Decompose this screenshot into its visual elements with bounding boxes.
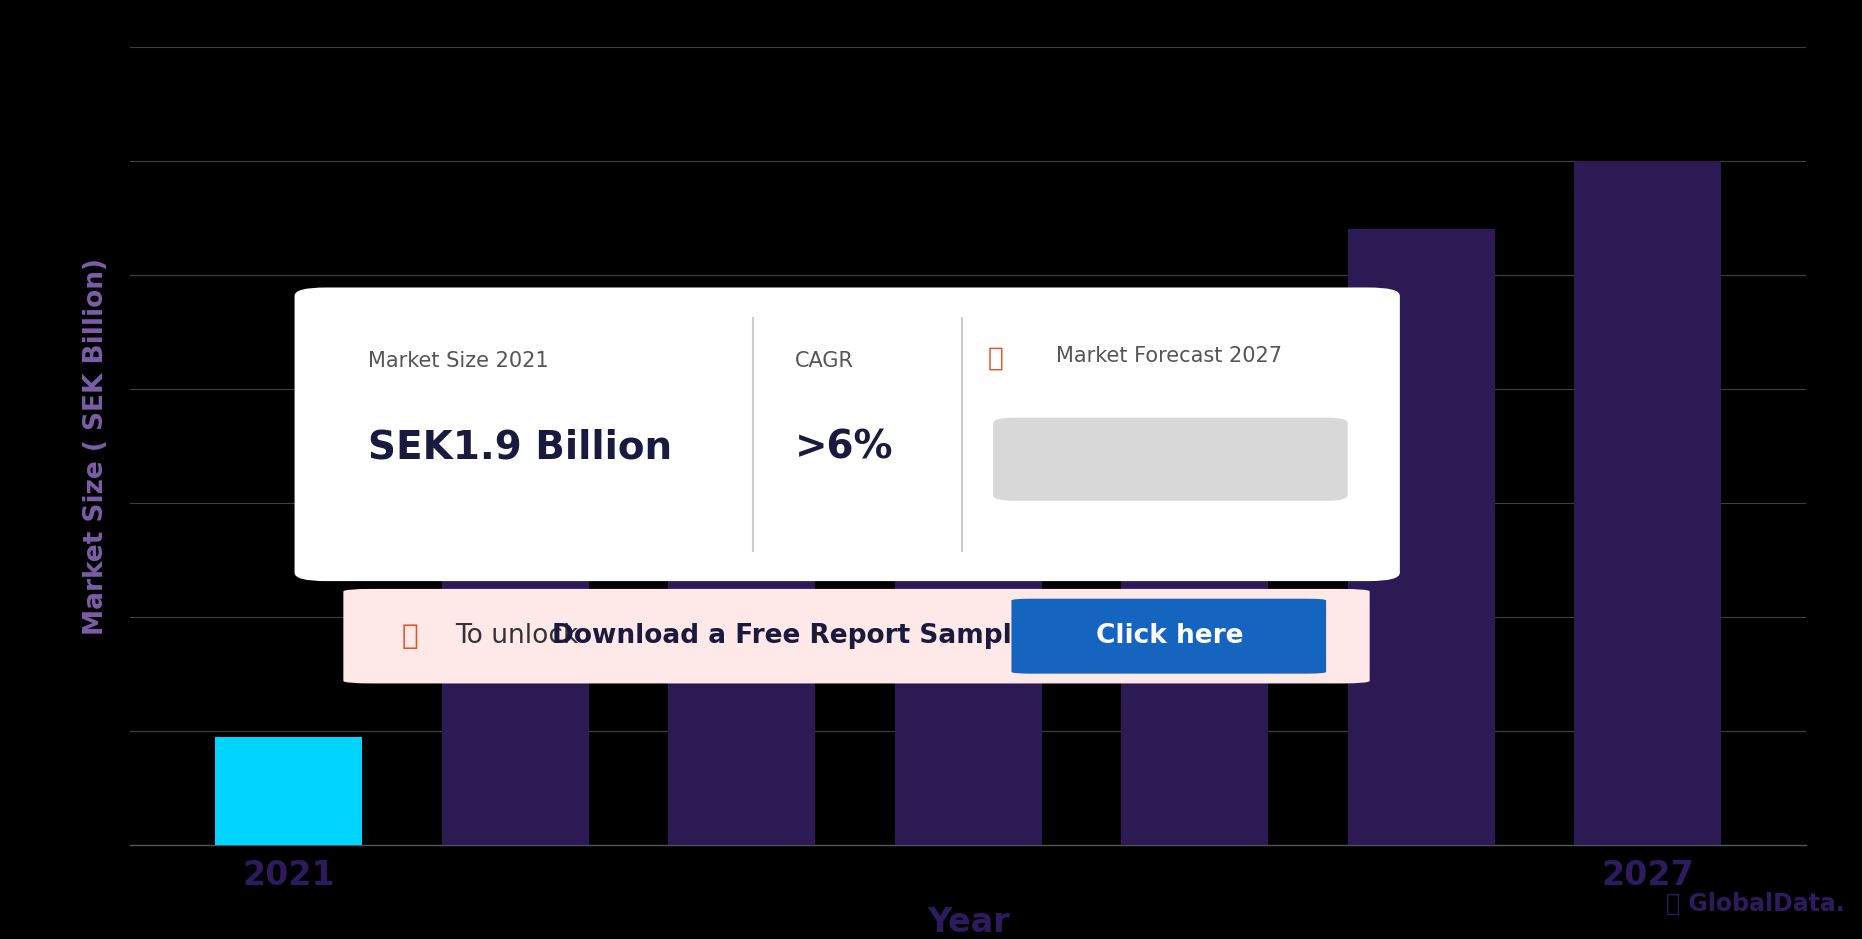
Text: 🔒: 🔒 <box>402 623 419 650</box>
X-axis label: Year: Year <box>927 906 1009 939</box>
Text: Click here: Click here <box>1095 623 1244 649</box>
FancyBboxPatch shape <box>294 287 1400 581</box>
Bar <box>1573 161 1720 845</box>
Text: Market Forecast 2027: Market Forecast 2027 <box>1056 346 1281 365</box>
FancyBboxPatch shape <box>343 589 1370 684</box>
Bar <box>441 531 588 845</box>
Bar <box>1121 332 1268 845</box>
Text: Download a Free Report Sample: Download a Free Report Sample <box>551 623 1030 649</box>
Text: CAGR: CAGR <box>795 351 855 371</box>
Bar <box>894 400 1043 845</box>
Bar <box>216 737 363 845</box>
Text: Market Size 2021: Market Size 2021 <box>367 351 547 371</box>
FancyBboxPatch shape <box>1011 599 1326 673</box>
Text: >6%: >6% <box>795 429 894 467</box>
Text: To unlock: To unlock <box>454 623 587 649</box>
Text: 🔒: 🔒 <box>989 346 1004 372</box>
Y-axis label: Market Size ( SEK Billion): Market Size ( SEK Billion) <box>82 257 108 635</box>
Bar <box>1348 229 1495 845</box>
Bar <box>668 492 816 845</box>
Text: SEK1.9 Billion: SEK1.9 Billion <box>367 429 672 467</box>
FancyBboxPatch shape <box>992 418 1348 500</box>
Text: ⦿ GlobalData.: ⦿ GlobalData. <box>1666 891 1845 916</box>
